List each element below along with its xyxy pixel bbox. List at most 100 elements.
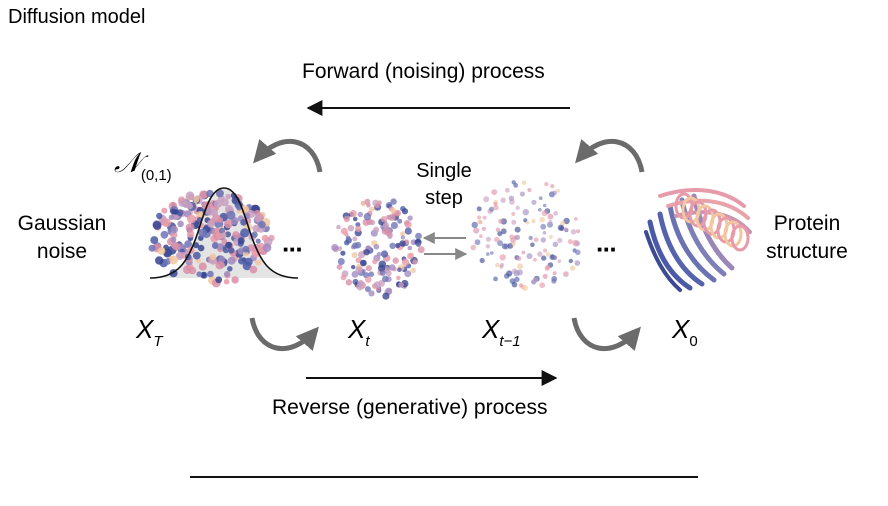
cloud-point xyxy=(261,234,269,242)
cloud-point xyxy=(517,263,524,270)
state-label-xt-minus-1: Xt−1 xyxy=(482,314,521,350)
single-step-line-1: Single xyxy=(416,160,472,182)
cloud-point xyxy=(223,278,230,285)
cloud-point xyxy=(573,217,578,221)
cloud-point xyxy=(407,252,414,260)
cloud-point xyxy=(491,189,498,196)
cloud-point xyxy=(509,234,515,240)
cloud-point xyxy=(340,274,347,281)
cloud-point xyxy=(344,232,349,237)
cloud-point xyxy=(494,236,500,243)
protein-structure-label: Protein structure xyxy=(748,210,866,266)
state-sub-x0: 0 xyxy=(689,333,698,350)
cloud-point xyxy=(382,275,389,283)
curved-reverse-arrow-left xyxy=(249,317,319,351)
cloud-point xyxy=(479,234,483,238)
state-sub-xT: T xyxy=(153,333,163,350)
cloud-point xyxy=(552,271,557,276)
cloud-point xyxy=(380,216,388,223)
cloud-point xyxy=(337,258,345,265)
cloud-point xyxy=(207,219,215,228)
cloud-point xyxy=(221,238,228,245)
cloud-point xyxy=(173,209,179,215)
cloud-point xyxy=(541,255,547,261)
protein-structure-line-2: structure xyxy=(766,240,848,263)
cloud-point xyxy=(242,245,250,253)
cloud-point xyxy=(563,271,569,277)
state-var-xt-minus-1: X xyxy=(482,314,500,344)
cloud-point xyxy=(485,244,491,249)
cloud-point xyxy=(548,220,553,224)
noise-cloud-xT xyxy=(148,189,275,288)
cloud-point xyxy=(224,219,233,229)
protein-structure-line-1: Protein xyxy=(773,212,841,235)
cloud-point xyxy=(363,212,372,221)
cloud-point xyxy=(177,220,184,228)
cloud-point xyxy=(363,249,370,256)
normal-params: (0,1) xyxy=(140,167,172,184)
cloud-point xyxy=(542,203,547,208)
cloud-point xyxy=(198,228,208,238)
cloud-point xyxy=(237,237,245,245)
cloud-point xyxy=(225,241,233,249)
cloud-point xyxy=(157,247,166,255)
cloud-point xyxy=(238,257,246,265)
cloud-point xyxy=(497,231,503,237)
state-var-x0: X xyxy=(672,314,690,344)
cloud-point xyxy=(540,237,546,243)
cloud-point xyxy=(395,242,401,249)
cloud-point xyxy=(401,258,410,266)
gaussian-curve xyxy=(149,187,299,279)
cloud-point xyxy=(351,252,358,258)
cloud-point xyxy=(482,215,487,220)
cloud-point xyxy=(183,265,192,275)
noise-cloud-xt-minus-1 xyxy=(470,180,581,291)
cloud-point xyxy=(254,214,262,223)
cloud-point xyxy=(224,271,231,278)
cloud-point xyxy=(417,246,425,254)
cloud-point xyxy=(389,242,396,249)
cloud-point xyxy=(500,228,507,235)
cloud-point xyxy=(531,219,536,224)
state-label-x0: X0 xyxy=(672,314,698,350)
cloud-point xyxy=(369,206,375,212)
cloud-point xyxy=(198,262,207,271)
cloud-point xyxy=(490,251,494,255)
cloud-point xyxy=(218,227,226,234)
cloud-point xyxy=(244,257,253,266)
ellipsis-right: ··· xyxy=(596,234,618,264)
cloud-point xyxy=(542,273,548,279)
reverse-process-label: Reverse (generative) process xyxy=(272,396,548,419)
cloud-point xyxy=(552,255,557,261)
cloud-point xyxy=(479,257,485,264)
cloud-point xyxy=(392,257,399,264)
cloud-point xyxy=(205,207,214,216)
cloud-point xyxy=(349,210,357,217)
cloud-point xyxy=(576,229,580,234)
cloud-point xyxy=(373,281,381,289)
cloud-point xyxy=(574,260,581,266)
cloud-point xyxy=(400,235,406,240)
cloud-point xyxy=(255,259,262,266)
cloud-point xyxy=(556,188,560,193)
cloud-point xyxy=(525,220,530,225)
cloud-point xyxy=(345,279,353,286)
cloud-point xyxy=(373,244,380,250)
cloud-point xyxy=(552,190,557,196)
cloud-point xyxy=(186,230,195,238)
cloud-point xyxy=(372,258,378,265)
cloud-point xyxy=(170,236,177,243)
cloud-point xyxy=(197,244,205,252)
cloud-point xyxy=(207,270,214,278)
cloud-point xyxy=(231,276,239,284)
cloud-point xyxy=(355,266,363,274)
cloud-point xyxy=(364,198,371,205)
state-sub-xt: t xyxy=(365,333,370,350)
cloud-point xyxy=(515,205,520,210)
cloud-point xyxy=(150,236,159,245)
cloud-point xyxy=(538,208,542,212)
cloud-point xyxy=(471,221,478,229)
cloud-point xyxy=(249,265,258,274)
cloud-point xyxy=(531,199,537,205)
